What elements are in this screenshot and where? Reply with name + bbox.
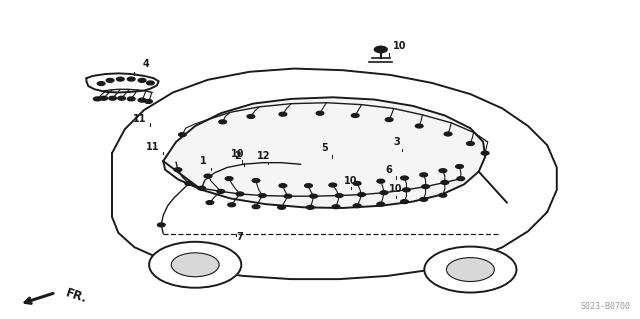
Circle shape (439, 193, 447, 197)
Circle shape (127, 77, 135, 81)
Circle shape (422, 185, 429, 189)
Circle shape (228, 203, 236, 207)
Circle shape (441, 181, 449, 184)
Circle shape (279, 184, 287, 188)
Circle shape (174, 168, 182, 172)
Text: 11: 11 (132, 114, 147, 124)
Circle shape (97, 82, 105, 85)
Circle shape (447, 258, 494, 281)
Text: 1: 1 (200, 156, 207, 166)
Text: 4: 4 (143, 59, 149, 70)
Text: 10: 10 (344, 176, 358, 186)
Circle shape (305, 184, 312, 188)
Text: 6: 6 (386, 165, 392, 175)
Circle shape (424, 247, 516, 293)
Circle shape (358, 193, 365, 197)
Circle shape (198, 186, 205, 190)
Circle shape (118, 96, 125, 100)
Text: 10: 10 (231, 149, 245, 159)
Polygon shape (86, 73, 159, 93)
Polygon shape (163, 97, 485, 208)
Circle shape (204, 174, 212, 178)
Circle shape (93, 97, 101, 101)
Circle shape (335, 194, 343, 197)
Circle shape (401, 176, 408, 180)
Circle shape (236, 192, 244, 196)
Text: 2: 2 (235, 151, 241, 161)
Circle shape (100, 96, 108, 100)
Circle shape (247, 115, 255, 118)
Circle shape (127, 97, 135, 101)
Circle shape (172, 253, 219, 277)
Circle shape (185, 182, 193, 185)
Text: FR.: FR. (64, 286, 89, 305)
Circle shape (310, 194, 317, 198)
Circle shape (252, 205, 260, 209)
Circle shape (457, 177, 465, 181)
Circle shape (225, 177, 233, 181)
Circle shape (259, 194, 266, 197)
Circle shape (377, 179, 385, 183)
Circle shape (351, 114, 359, 117)
Circle shape (179, 133, 186, 137)
Circle shape (380, 191, 388, 195)
Circle shape (401, 200, 408, 204)
Circle shape (307, 205, 314, 209)
Circle shape (467, 142, 474, 145)
Circle shape (278, 205, 285, 209)
Circle shape (219, 120, 227, 124)
Circle shape (106, 78, 114, 82)
Text: 11: 11 (145, 142, 159, 152)
Circle shape (138, 78, 146, 82)
Circle shape (456, 165, 463, 168)
Circle shape (329, 183, 337, 187)
Circle shape (353, 204, 361, 208)
Circle shape (385, 118, 393, 122)
Text: 10: 10 (388, 184, 403, 194)
Circle shape (145, 100, 152, 103)
Text: 10: 10 (393, 41, 407, 51)
Circle shape (116, 77, 124, 81)
Text: 3: 3 (394, 137, 400, 147)
Circle shape (332, 205, 340, 209)
Circle shape (279, 112, 287, 116)
Circle shape (149, 242, 241, 288)
Circle shape (403, 188, 410, 192)
Text: S023-B0700: S023-B0700 (580, 302, 630, 311)
Circle shape (444, 132, 452, 136)
Polygon shape (112, 69, 557, 279)
Circle shape (420, 197, 428, 201)
Circle shape (377, 202, 385, 206)
Circle shape (316, 111, 324, 115)
Circle shape (481, 151, 489, 155)
Circle shape (353, 182, 361, 185)
Circle shape (439, 169, 447, 173)
Circle shape (217, 189, 225, 193)
Circle shape (415, 124, 423, 128)
Text: 7: 7 (237, 232, 243, 242)
Circle shape (252, 179, 260, 182)
Circle shape (420, 173, 428, 177)
Text: 12: 12 (257, 151, 271, 161)
Circle shape (138, 98, 146, 102)
Circle shape (284, 194, 292, 198)
Circle shape (147, 81, 154, 85)
Circle shape (109, 96, 116, 100)
Circle shape (206, 201, 214, 204)
Circle shape (157, 223, 165, 227)
Text: 5: 5 (322, 143, 328, 153)
Circle shape (374, 46, 387, 53)
